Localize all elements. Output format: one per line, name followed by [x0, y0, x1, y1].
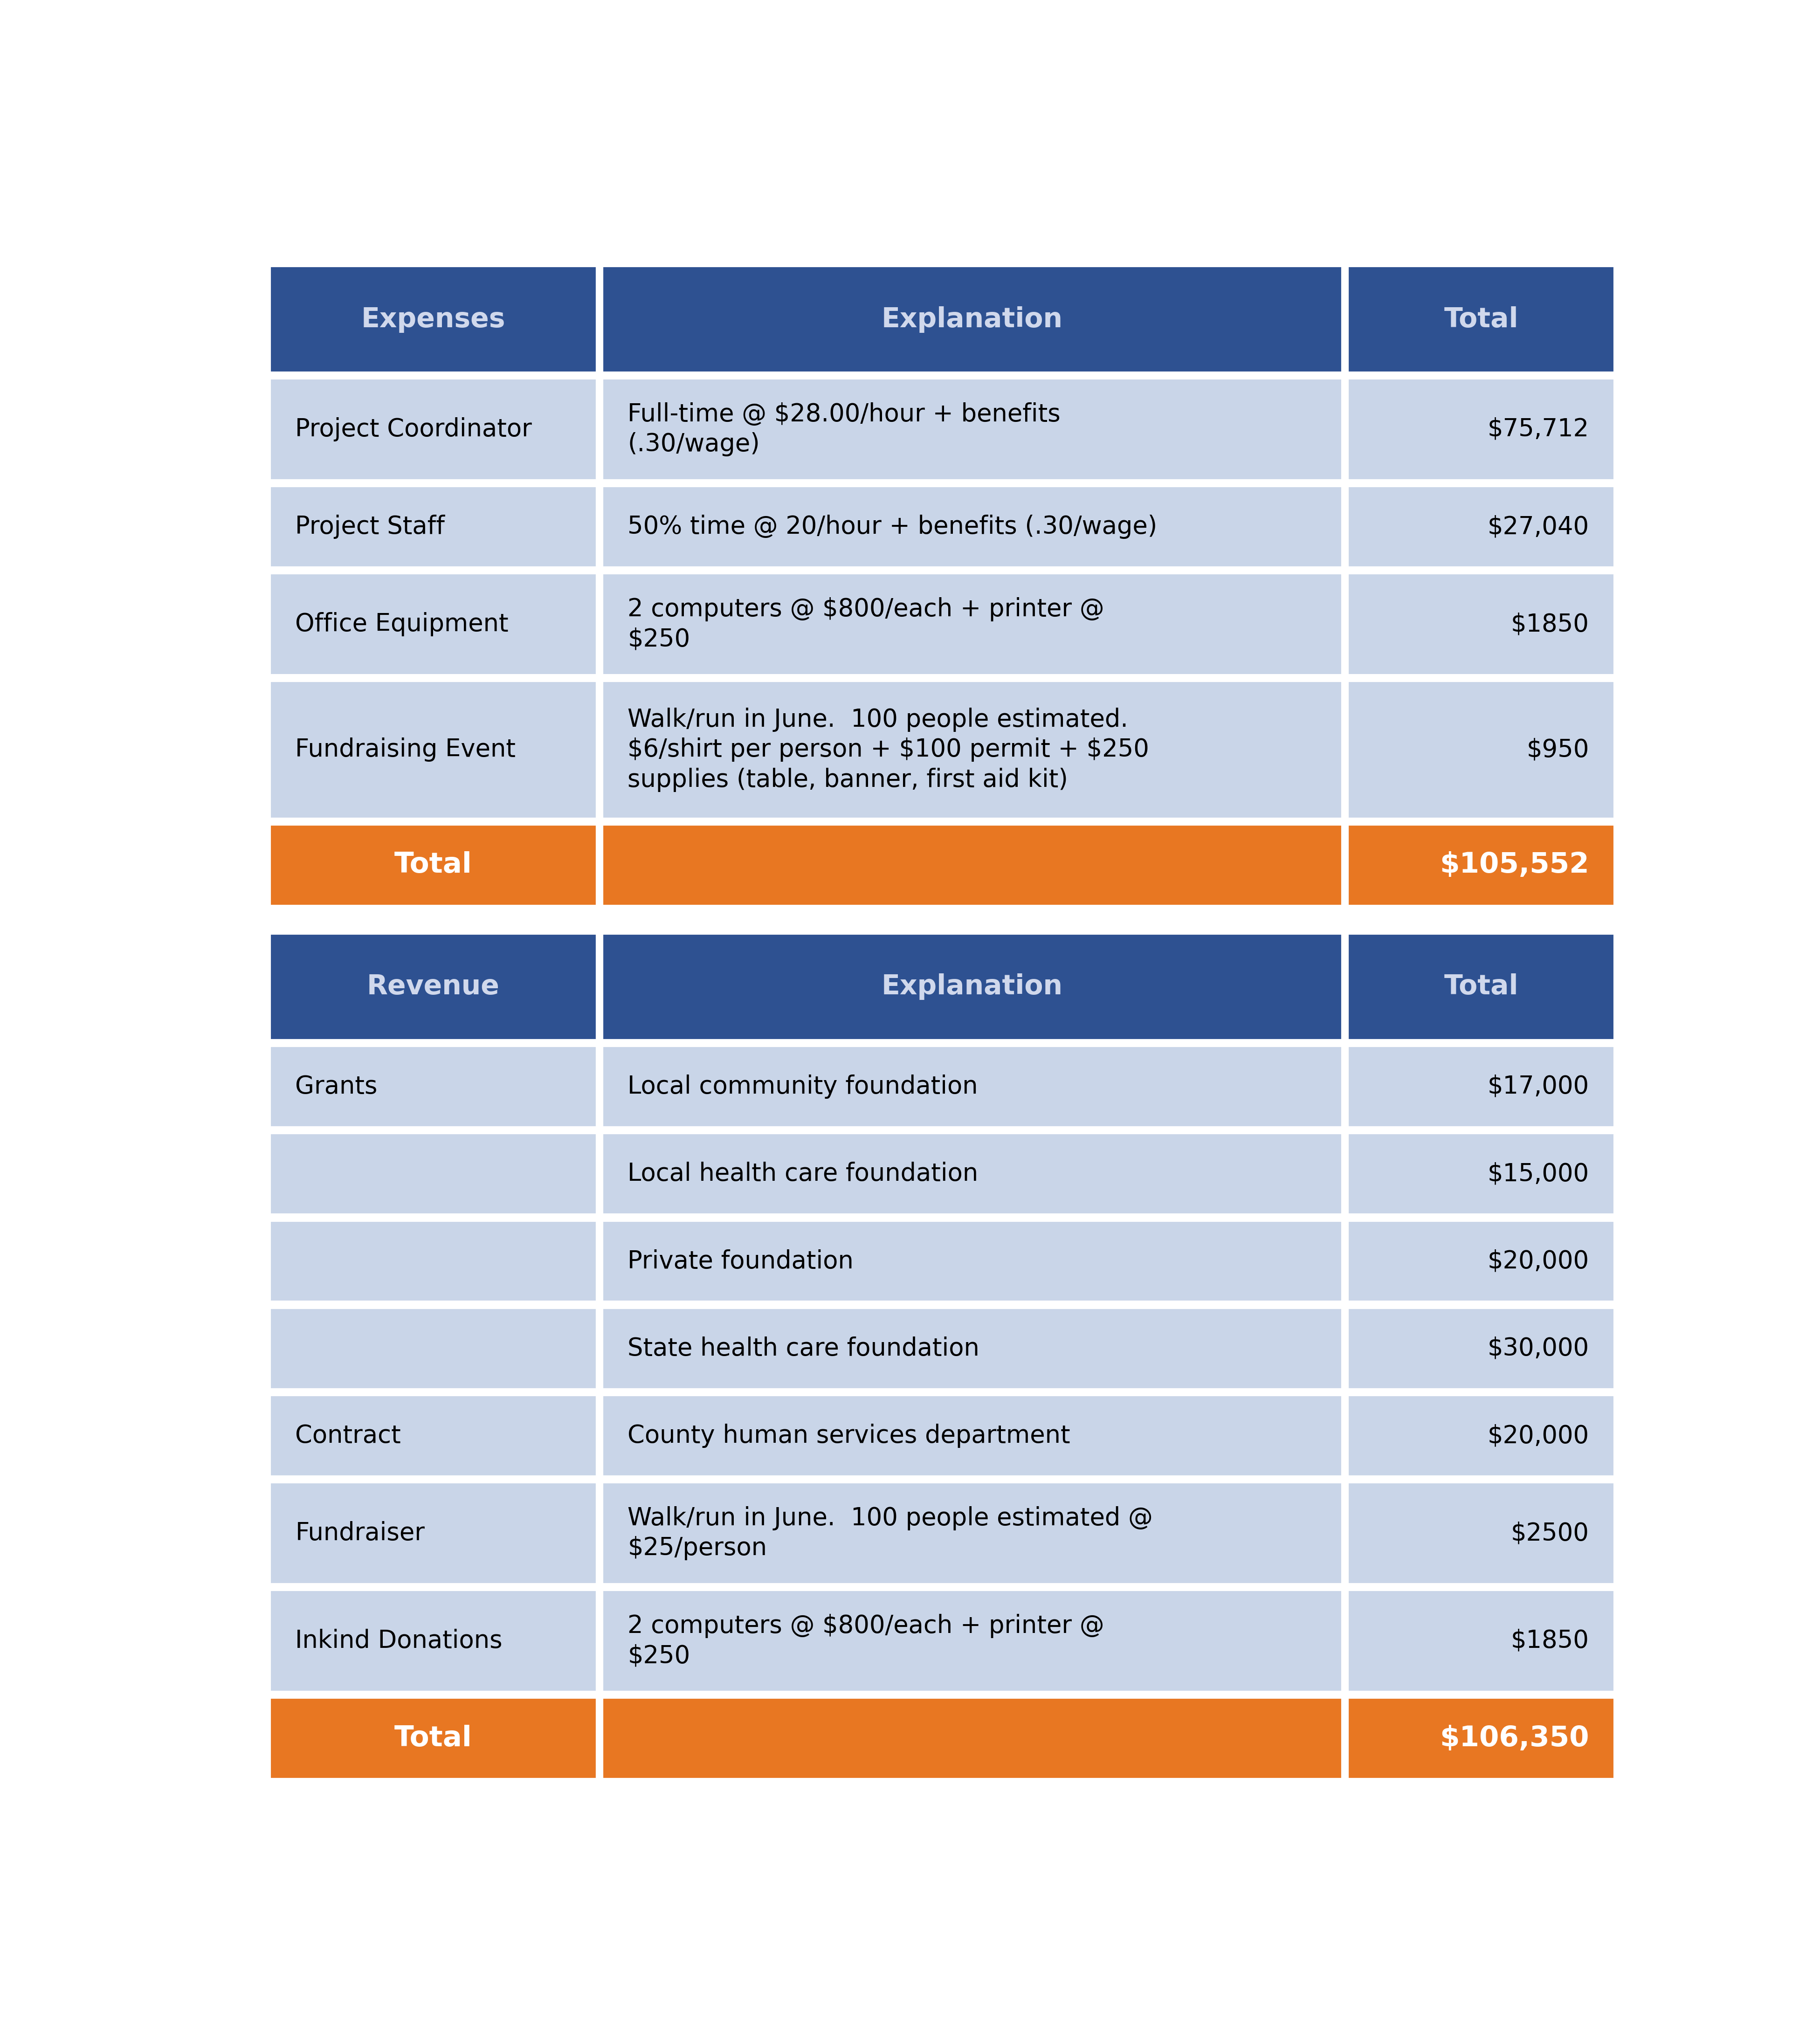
Bar	[602, 1047, 1341, 1128]
Text: Fundraiser: Fundraiser	[295, 1521, 424, 1545]
Text: Full-time @ $28.00/hour + benefits
(.30/wage): Full-time @ $28.00/hour + benefits (.30/…	[628, 403, 1061, 456]
Text: 2 computers @ $800/each + printer @
$250: 2 computers @ $800/each + printer @ $250	[628, 1614, 1105, 1669]
Bar	[602, 1590, 1341, 1691]
Text: Total: Total	[1443, 974, 1518, 1000]
Bar	[602, 1395, 1341, 1476]
Text: Explanation: Explanation	[881, 306, 1063, 332]
Bar	[1347, 1395, 1614, 1476]
Bar	[269, 1134, 597, 1215]
Bar	[269, 379, 597, 480]
Text: $75,712: $75,712	[1487, 417, 1589, 441]
Bar	[1347, 824, 1614, 905]
Bar	[1347, 1590, 1614, 1691]
Text: $1850: $1850	[1511, 612, 1589, 636]
Bar	[1347, 267, 1614, 373]
Bar	[1347, 1308, 1614, 1389]
Bar	[269, 1590, 597, 1691]
Bar	[269, 1221, 597, 1302]
Text: $17,000: $17,000	[1487, 1075, 1589, 1100]
Text: $20,000: $20,000	[1487, 1424, 1589, 1448]
Bar	[269, 267, 597, 373]
Bar	[602, 486, 1341, 567]
Bar	[269, 680, 597, 818]
Bar	[1347, 934, 1614, 1039]
Text: Office Equipment: Office Equipment	[295, 612, 508, 636]
Bar	[269, 824, 597, 905]
Text: Explanation: Explanation	[881, 974, 1063, 1000]
Bar	[269, 486, 597, 567]
Bar	[602, 1221, 1341, 1302]
Bar	[602, 1308, 1341, 1389]
Text: Fundraising Event: Fundraising Event	[295, 737, 515, 761]
Text: $950: $950	[1525, 737, 1589, 761]
Text: Total: Total	[1443, 306, 1518, 332]
Bar	[602, 267, 1341, 373]
Text: $105,552: $105,552	[1440, 850, 1589, 879]
Bar	[1347, 1697, 1614, 1778]
Text: Private foundation: Private foundation	[628, 1249, 854, 1274]
Text: Contract: Contract	[295, 1424, 400, 1448]
Text: 50% time @ 20/hour + benefits (.30/wage): 50% time @ 20/hour + benefits (.30/wage)	[628, 514, 1158, 539]
Text: $1850: $1850	[1511, 1628, 1589, 1652]
Bar	[269, 1482, 597, 1584]
Bar	[269, 1047, 597, 1128]
Text: Expenses: Expenses	[360, 306, 506, 332]
Bar	[602, 680, 1341, 818]
Text: 2 computers @ $800/each + printer @
$250: 2 computers @ $800/each + printer @ $250	[628, 597, 1105, 652]
Text: $20,000: $20,000	[1487, 1249, 1589, 1274]
Bar	[1347, 573, 1614, 674]
Text: Walk/run in June.  100 people estimated @
$25/person: Walk/run in June. 100 people estimated @…	[628, 1507, 1152, 1561]
Bar	[602, 824, 1341, 905]
Text: State health care foundation: State health care foundation	[628, 1336, 979, 1361]
Bar	[1347, 1134, 1614, 1215]
Bar	[269, 573, 597, 674]
Bar	[602, 1134, 1341, 1215]
Bar	[269, 1308, 597, 1389]
Text: Revenue: Revenue	[366, 974, 499, 1000]
Text: Project Staff: Project Staff	[295, 514, 444, 539]
Bar	[602, 1697, 1341, 1778]
Text: Walk/run in June.  100 people estimated.
$6/shirt per person + $100 permit + $25: Walk/run in June. 100 people estimated. …	[628, 707, 1148, 792]
Bar	[1347, 680, 1614, 818]
Text: Local community foundation: Local community foundation	[628, 1075, 977, 1100]
Text: $15,000: $15,000	[1487, 1162, 1589, 1187]
Text: Total: Total	[395, 850, 471, 879]
Bar	[602, 934, 1341, 1039]
Bar	[1347, 486, 1614, 567]
Bar	[269, 934, 597, 1039]
Text: $106,350: $106,350	[1440, 1725, 1589, 1752]
Bar	[1347, 1047, 1614, 1128]
Text: County human services department: County human services department	[628, 1424, 1070, 1448]
Bar	[1347, 1221, 1614, 1302]
Text: Grants: Grants	[295, 1075, 377, 1100]
Bar	[602, 379, 1341, 480]
Text: $30,000: $30,000	[1487, 1336, 1589, 1361]
Text: Project Coordinator: Project Coordinator	[295, 417, 531, 441]
Text: $2500: $2500	[1511, 1521, 1589, 1545]
Bar	[1347, 1482, 1614, 1584]
Text: Total: Total	[395, 1725, 471, 1752]
Bar	[269, 1395, 597, 1476]
Bar	[269, 1697, 597, 1778]
Text: Local health care foundation: Local health care foundation	[628, 1162, 977, 1187]
Bar	[602, 1482, 1341, 1584]
Bar	[602, 573, 1341, 674]
Text: $27,040: $27,040	[1487, 514, 1589, 539]
Bar	[1347, 379, 1614, 480]
Text: Inkind Donations: Inkind Donations	[295, 1628, 502, 1652]
